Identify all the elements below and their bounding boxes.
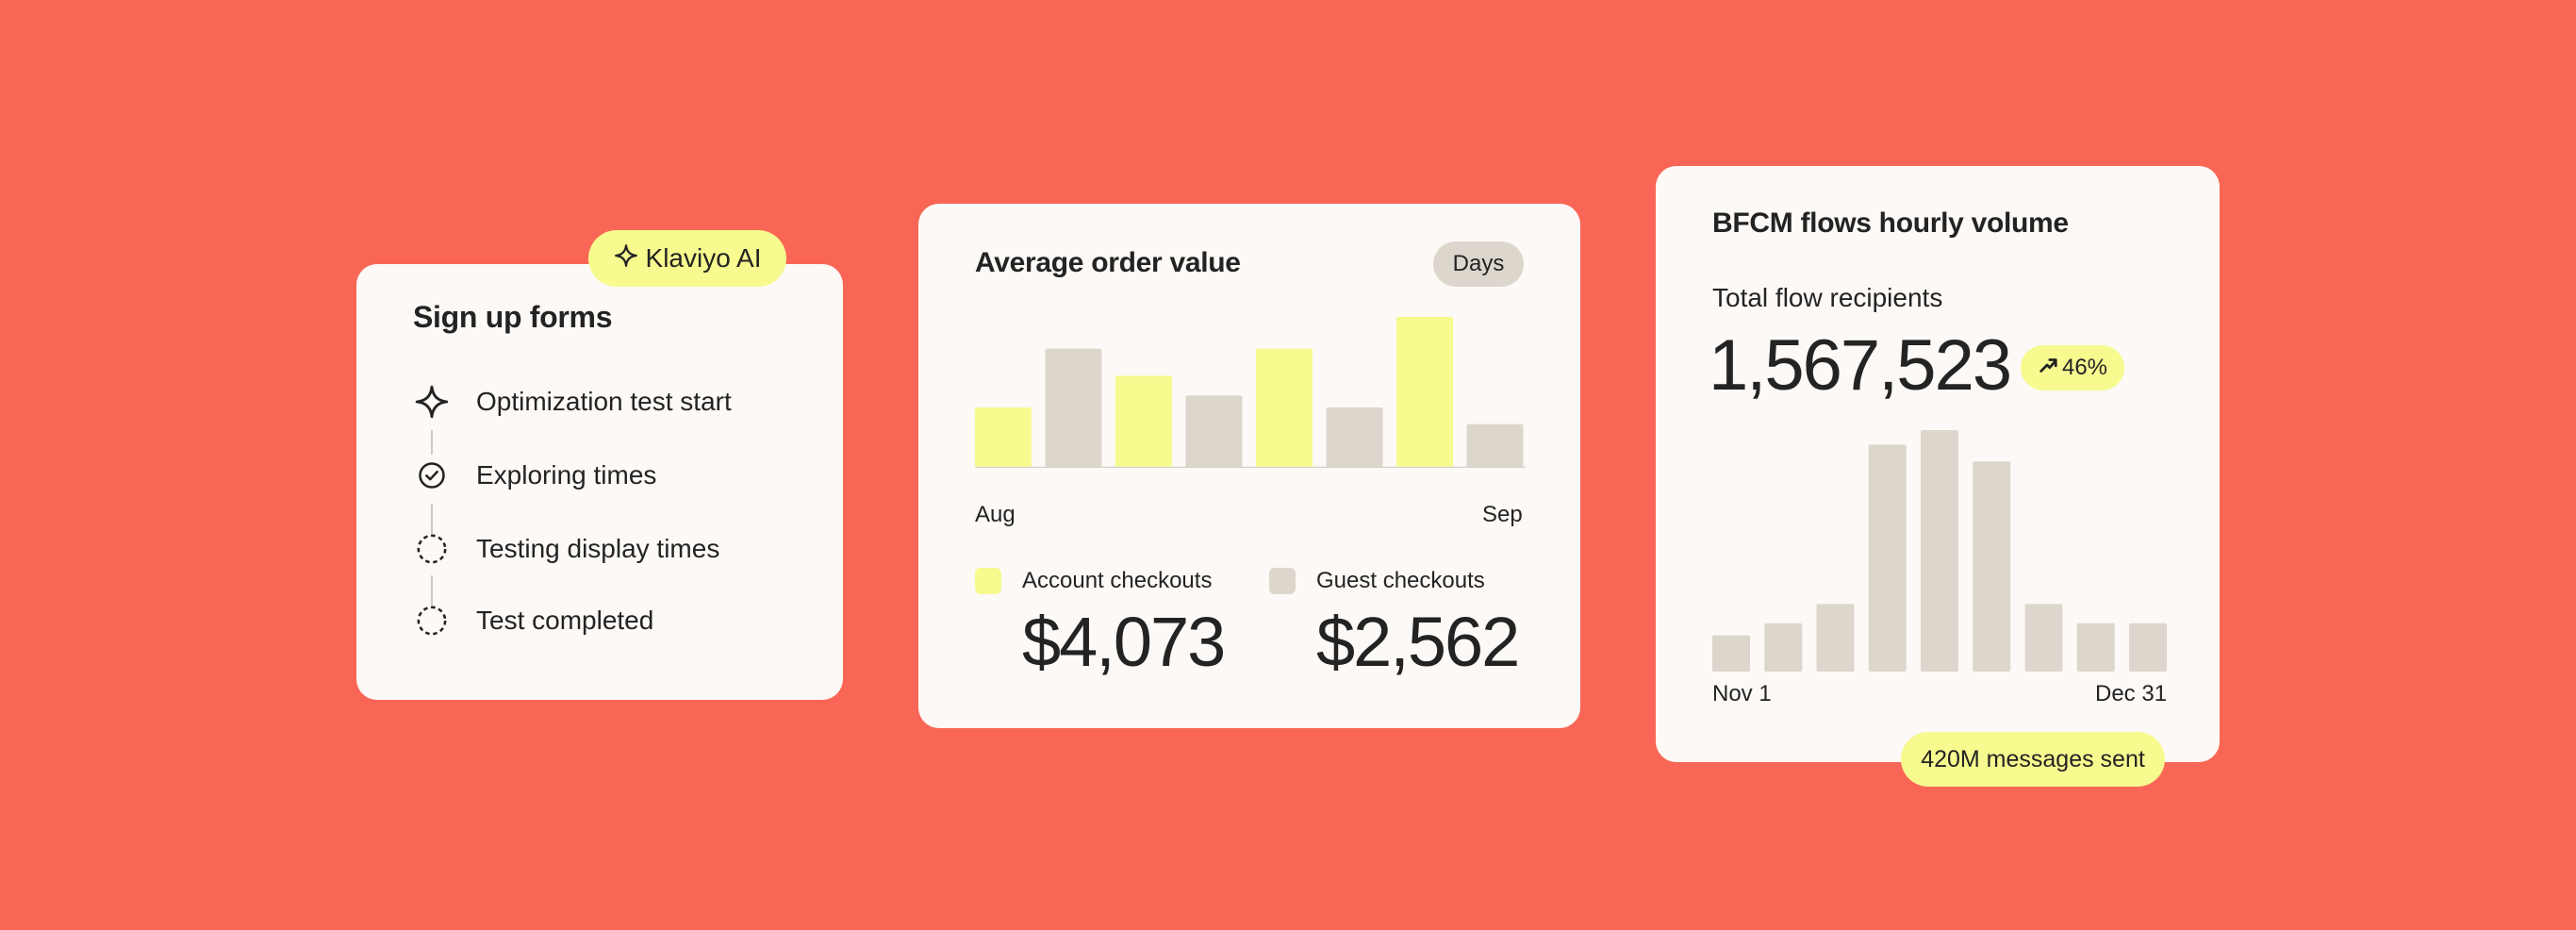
chart-bar <box>2076 623 2115 672</box>
trend-up-arrow-icon <box>2038 355 2058 382</box>
chart-bar <box>1973 461 2011 672</box>
messages-sent-badge: 420M messages sent <box>1901 732 2165 787</box>
x-axis-end-label: Sep <box>1482 502 1523 527</box>
chart-bar <box>1921 430 1958 672</box>
legend-label-guest: Guest checkouts <box>1316 568 1485 593</box>
sparkle-icon <box>413 383 451 421</box>
chart-bar <box>1256 348 1313 468</box>
chart-bar <box>2024 604 2063 672</box>
step-connector <box>431 575 433 606</box>
chart-bar <box>1396 317 1453 468</box>
period-selector-chip[interactable]: Days <box>1433 241 1524 287</box>
chart-bar <box>1045 348 1102 468</box>
chart-bar <box>975 407 1032 468</box>
check-circle-icon <box>413 457 451 494</box>
guest-checkouts-value: $2,562 <box>1316 603 1520 681</box>
step-label: Testing display times <box>476 534 720 563</box>
bfcm-flows-card: BFCM flows hourly volume Total flow reci… <box>1656 166 2220 762</box>
badge-label: Klaviyo AI <box>645 243 762 273</box>
bfcm-bar-chart <box>1712 430 2167 672</box>
account-checkouts-value: $4,073 <box>1022 603 1226 681</box>
chart-bar <box>1712 635 1750 672</box>
chart-bar <box>1185 395 1243 468</box>
dashed-circle-icon <box>413 530 451 568</box>
growth-value: 46% <box>2061 355 2108 380</box>
x-axis-start-label: Nov 1 <box>1712 681 1772 706</box>
chart-bar <box>1764 623 1803 672</box>
x-axis-end-label: Dec 31 <box>2095 681 2168 706</box>
step-connector <box>431 504 433 534</box>
step-connector <box>431 430 433 455</box>
chart-bar <box>2129 623 2167 672</box>
bfcm-card-title: BFCM flows hourly volume <box>1712 208 2069 239</box>
total-recipients-value: 1,567,523 <box>1709 325 2012 406</box>
chart-bar <box>1816 604 1855 672</box>
signup-card-title: Sign up forms <box>413 300 613 334</box>
growth-badge: 46% <box>2021 345 2124 390</box>
aov-bar-chart <box>975 317 1526 468</box>
average-order-value-card: Average order value Days Aug Sep Account… <box>918 204 1580 728</box>
chart-bar <box>1868 444 1907 672</box>
chart-bar <box>1326 407 1383 468</box>
sparkle-icon <box>614 243 638 274</box>
chart-bar <box>1115 375 1172 468</box>
dashed-circle-icon <box>413 602 451 639</box>
total-recipients-label: Total flow recipients <box>1712 283 1943 312</box>
legend-swatch-guest <box>1269 568 1296 594</box>
step-label: Exploring times <box>476 460 657 490</box>
step-label: Test completed <box>476 606 654 635</box>
step-label: Optimization test start <box>476 387 732 416</box>
x-axis-start-label: Aug <box>975 502 1016 527</box>
signup-forms-card: Sign up forms Optimization test start Ex… <box>356 264 843 700</box>
aov-card-title: Average order value <box>975 247 1241 278</box>
legend-swatch-account <box>975 568 1001 594</box>
chart-bar <box>1466 423 1524 468</box>
klaviyo-ai-badge: Klaviyo AI <box>588 230 786 287</box>
legend-label-account: Account checkouts <box>1022 568 1213 593</box>
